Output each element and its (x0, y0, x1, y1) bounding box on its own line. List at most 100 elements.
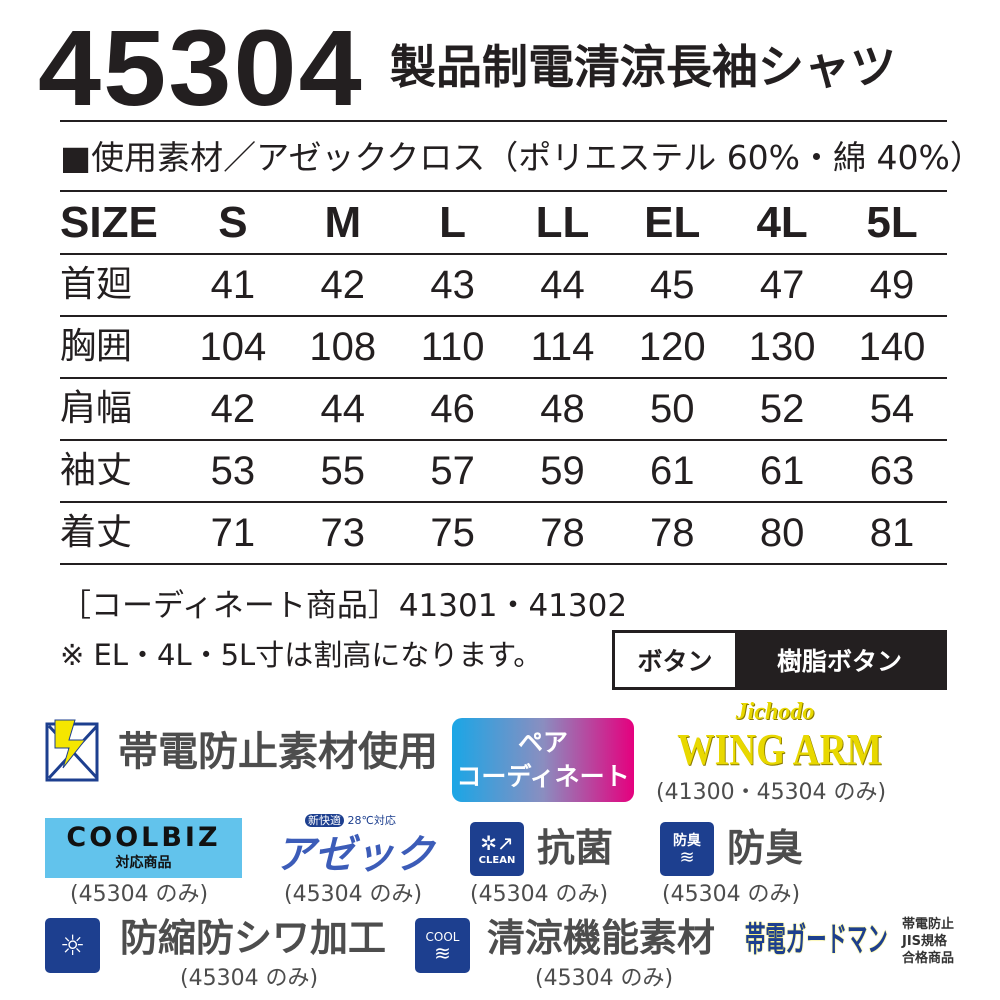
table-cell: 114 (507, 316, 618, 379)
row-label: 首廻 (60, 254, 178, 317)
product-name: 製品制電清涼長袖シャツ (390, 40, 896, 94)
table-cell: 75 (397, 502, 508, 565)
clean-text: CLEAN (478, 855, 516, 866)
row-label: 着丈 (60, 502, 178, 565)
header-cell: SIZE (60, 192, 178, 255)
table-cell: 44 (287, 378, 398, 441)
table-cell: 42 (178, 378, 288, 441)
azec-logo: アゼック (275, 832, 435, 878)
azec-tags: 新快適 28℃対応 (305, 814, 396, 828)
table-cell: 110 (397, 316, 508, 379)
button-value: 樹脂ボタン (735, 633, 944, 687)
row-label: 肩幅 (60, 378, 178, 441)
wing-note: (41300・45304 のみ) (656, 780, 887, 805)
table-cell: 61 (617, 440, 728, 503)
table-cell: 43 (397, 254, 508, 317)
header-cell: S (178, 192, 288, 255)
table-cell: 41 (178, 254, 288, 317)
shrink-note: (45304 のみ) (180, 966, 319, 991)
size-table: SIZE S M L LL EL 4L 5L 首廻 41 42 43 44 45 47 49 胸… (60, 192, 947, 565)
table-cell: 73 (287, 502, 398, 565)
table-cell: 48 (507, 378, 618, 441)
guardman-logo: 帯電ガードマン (745, 920, 888, 960)
antibacterial-note: (45304 のみ) (470, 882, 609, 907)
row-label: 袖丈 (60, 440, 178, 503)
azec-tag2: 28℃対応 (347, 814, 396, 827)
header-cell: 4L (727, 192, 838, 255)
table-cell: 80 (727, 502, 838, 565)
table-header-row: SIZE S M L LL EL 4L 5L (60, 192, 947, 255)
table-cell: 55 (287, 440, 398, 503)
table-cell: 120 (617, 316, 728, 379)
wing-arm-logo: Jichodo WING ARM (660, 698, 890, 774)
table-row: 着丈 71 73 75 78 78 80 81 (60, 502, 947, 565)
pair-coordinate-badge: ペア コーディネート (452, 718, 634, 802)
pair-line2: コーディネート (456, 762, 630, 791)
guardman-line: JIS規格 (902, 934, 948, 949)
table-cell: 42 (287, 254, 398, 317)
table-cell: 57 (397, 440, 508, 503)
product-code: 45304 (38, 7, 364, 128)
guardman-text: 帯電防止 JIS規格 合格商品 (902, 916, 954, 967)
table-cell: 54 (837, 378, 947, 441)
table-cell: 71 (178, 502, 288, 565)
lightning-icon (45, 718, 101, 788)
shirt-icon: ☼ (45, 918, 100, 973)
table-cell: 108 (287, 316, 398, 379)
azec-note: (45304 のみ) (284, 882, 423, 907)
coordinate-products: ［コーディネート商品］41301・41302 (60, 588, 628, 624)
antistatic-label: 帯電防止素材使用 (118, 729, 438, 775)
table-row: 胸囲 104 108 110 114 120 130 140 (60, 316, 947, 379)
cool-icon: COOL ≋ (415, 918, 470, 973)
table-cell: 78 (617, 502, 728, 565)
antibacterial-icon: ✲↗ CLEAN (470, 822, 524, 876)
button-label: ボタン (637, 647, 713, 676)
table-cell: 46 (397, 378, 508, 441)
coolbiz-sub: 対応商品 (115, 855, 172, 871)
shrink-label: 防縮防シワ加工 (120, 916, 387, 960)
table-cell: 59 (507, 440, 618, 503)
cool-label: 清涼機能素材 (487, 916, 716, 960)
table-cell: 78 (507, 502, 618, 565)
wing-brand: Jichodo (735, 699, 815, 725)
material-text: ■使用素材／アゼッククロス（ポリエステル 60%・綿 40%） (60, 138, 983, 177)
header-cell: L (397, 192, 508, 255)
header-cell: LL (507, 192, 618, 255)
table-cell: 44 (507, 254, 618, 317)
wing-name: WING ARM (677, 725, 882, 774)
divider (60, 120, 947, 122)
table-row: 肩幅 42 44 46 48 50 52 54 (60, 378, 947, 441)
table-cell: 63 (837, 440, 947, 503)
deodorant-label: 防臭 (727, 826, 804, 870)
coolbiz-logo: COOLBIZ 対応商品 (45, 818, 242, 878)
row-label: 胸囲 (60, 316, 178, 379)
deodorant-icon: 防臭 ≋ (660, 822, 714, 876)
guardman-line: 帯電防止 (902, 917, 955, 932)
cool-icon-text: COOL (425, 929, 460, 944)
table-cell: 47 (727, 254, 838, 317)
table-cell: 53 (178, 440, 288, 503)
deodor-icon-text: 防臭 (673, 833, 701, 849)
pair-line1: ペア (517, 728, 568, 757)
coolbiz-note: (45304 のみ) (70, 882, 209, 907)
cool-note: (45304 のみ) (535, 966, 674, 991)
header-cell: M (287, 192, 398, 255)
header-cell: 5L (837, 192, 947, 255)
azec-tag1: 新快適 (305, 814, 344, 827)
button-spec: ボタン 樹脂ボタン (612, 630, 947, 690)
table-row: 首廻 41 42 43 44 45 47 49 (60, 254, 947, 317)
guardman-line: 合格商品 (902, 951, 955, 966)
size-note: ※ EL・4L・5L寸は割高になります。 (60, 638, 543, 672)
table-cell: 49 (837, 254, 947, 317)
table-cell: 50 (617, 378, 728, 441)
table-cell: 45 (617, 254, 728, 317)
table-cell: 104 (178, 316, 288, 379)
table-row: 袖丈 53 55 57 59 61 61 63 (60, 440, 947, 503)
deodorant-note: (45304 のみ) (662, 882, 801, 907)
divider (60, 190, 947, 192)
table-cell: 61 (727, 440, 838, 503)
table-cell: 140 (837, 316, 947, 379)
header-cell: EL (617, 192, 728, 255)
table-cell: 52 (727, 378, 838, 441)
table-cell: 81 (837, 502, 947, 565)
